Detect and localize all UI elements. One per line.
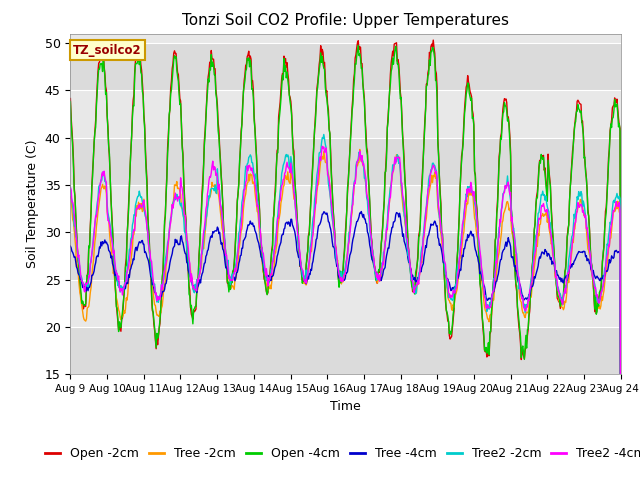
X-axis label: Time: Time xyxy=(330,400,361,413)
Tree -2cm xyxy=(413,278,421,284)
Line: Open -2cm: Open -2cm xyxy=(70,40,621,480)
Tree2 -4cm xyxy=(413,282,421,288)
Open -2cm xyxy=(133,54,141,60)
Bar xyxy=(70,138,621,185)
Tree -2cm xyxy=(356,146,364,152)
Tree -2cm xyxy=(218,225,226,231)
Open -4cm xyxy=(77,283,84,288)
Tree2 -2cm xyxy=(133,196,141,202)
Open -4cm xyxy=(67,99,74,105)
Tree -2cm xyxy=(133,203,141,208)
Tree2 -2cm xyxy=(429,160,437,166)
Bar xyxy=(70,327,621,374)
Open -2cm xyxy=(189,316,196,322)
Line: Tree -4cm: Tree -4cm xyxy=(70,212,621,480)
Tree -2cm xyxy=(67,194,74,200)
Open -2cm xyxy=(218,182,226,188)
Open -2cm xyxy=(413,269,420,275)
Y-axis label: Soil Temperature (C): Soil Temperature (C) xyxy=(26,140,39,268)
Line: Tree2 -4cm: Tree2 -4cm xyxy=(70,146,621,480)
Open -4cm xyxy=(429,46,437,51)
Tree2 -2cm xyxy=(413,280,421,286)
Line: Open -4cm: Open -4cm xyxy=(70,46,621,480)
Tree -2cm xyxy=(429,173,437,179)
Open -4cm xyxy=(133,61,141,67)
Tree2 -2cm xyxy=(320,132,328,137)
Title: Tonzi Soil CO2 Profile: Upper Temperatures: Tonzi Soil CO2 Profile: Upper Temperatur… xyxy=(182,13,509,28)
Open -2cm xyxy=(429,37,437,43)
Line: Tree2 -2cm: Tree2 -2cm xyxy=(70,134,621,480)
Tree2 -4cm xyxy=(189,285,196,291)
Tree -4cm xyxy=(429,222,437,228)
Tree -4cm xyxy=(413,277,421,283)
Open -4cm xyxy=(189,321,196,327)
Tree -4cm xyxy=(358,209,365,215)
Tree -4cm xyxy=(133,248,141,253)
Open -4cm xyxy=(218,187,226,192)
Bar xyxy=(70,43,621,90)
Open -2cm xyxy=(429,44,436,49)
Tree2 -4cm xyxy=(319,144,326,149)
Tree -4cm xyxy=(67,243,74,249)
Line: Tree -2cm: Tree -2cm xyxy=(70,149,621,480)
Tree2 -2cm xyxy=(218,215,226,220)
Legend: Open -2cm, Tree -2cm, Open -4cm, Tree -4cm, Tree2 -2cm, Tree2 -4cm: Open -2cm, Tree -2cm, Open -4cm, Tree -4… xyxy=(40,442,640,465)
Tree -4cm xyxy=(189,284,196,290)
Tree2 -4cm xyxy=(67,185,74,191)
Open -4cm xyxy=(355,43,362,48)
Tree -2cm xyxy=(77,292,84,298)
Tree -4cm xyxy=(77,276,84,282)
Tree -4cm xyxy=(218,240,226,246)
Tree2 -2cm xyxy=(189,286,196,291)
Tree2 -2cm xyxy=(77,273,84,278)
Tree2 -4cm xyxy=(429,162,437,168)
Tree2 -4cm xyxy=(77,269,84,275)
Tree2 -4cm xyxy=(218,212,226,217)
Tree2 -4cm xyxy=(133,205,141,211)
Tree2 -2cm xyxy=(67,184,74,190)
Open -4cm xyxy=(413,260,421,266)
Open -2cm xyxy=(77,289,84,295)
Text: TZ_soilco2: TZ_soilco2 xyxy=(73,44,142,57)
Bar xyxy=(70,232,621,280)
Open -2cm xyxy=(67,96,74,101)
Tree -2cm xyxy=(189,287,196,292)
